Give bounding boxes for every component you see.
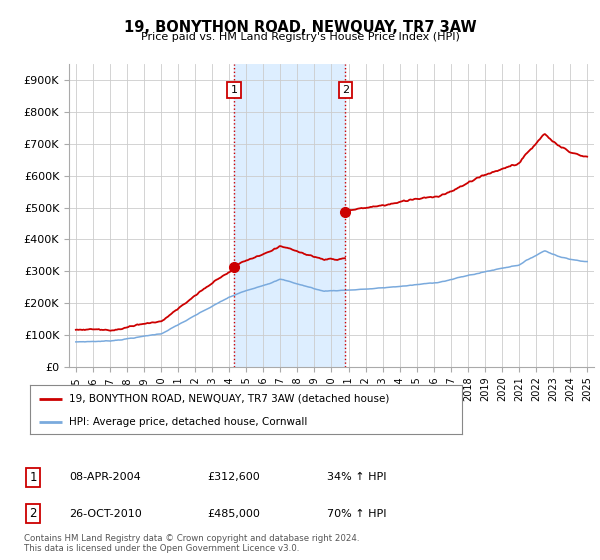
Text: £485,000: £485,000 <box>207 508 260 519</box>
Text: Contains HM Land Registry data © Crown copyright and database right 2024.
This d: Contains HM Land Registry data © Crown c… <box>24 534 359 553</box>
Bar <box>234 64 346 367</box>
Text: 08-APR-2004: 08-APR-2004 <box>69 472 141 482</box>
Text: 2: 2 <box>342 85 349 95</box>
Text: £312,600: £312,600 <box>207 472 260 482</box>
Text: 26-OCT-2010: 26-OCT-2010 <box>69 508 142 519</box>
Text: 1: 1 <box>230 85 238 95</box>
Text: 19, BONYTHON ROAD, NEWQUAY, TR7 3AW: 19, BONYTHON ROAD, NEWQUAY, TR7 3AW <box>124 20 476 35</box>
Text: Price paid vs. HM Land Registry's House Price Index (HPI): Price paid vs. HM Land Registry's House … <box>140 32 460 42</box>
Text: 2: 2 <box>29 507 37 520</box>
Text: 1: 1 <box>29 470 37 484</box>
Text: HPI: Average price, detached house, Cornwall: HPI: Average price, detached house, Corn… <box>69 417 307 427</box>
Text: 34% ↑ HPI: 34% ↑ HPI <box>327 472 386 482</box>
Text: 70% ↑ HPI: 70% ↑ HPI <box>327 508 386 519</box>
Text: 19, BONYTHON ROAD, NEWQUAY, TR7 3AW (detached house): 19, BONYTHON ROAD, NEWQUAY, TR7 3AW (det… <box>69 394 389 404</box>
